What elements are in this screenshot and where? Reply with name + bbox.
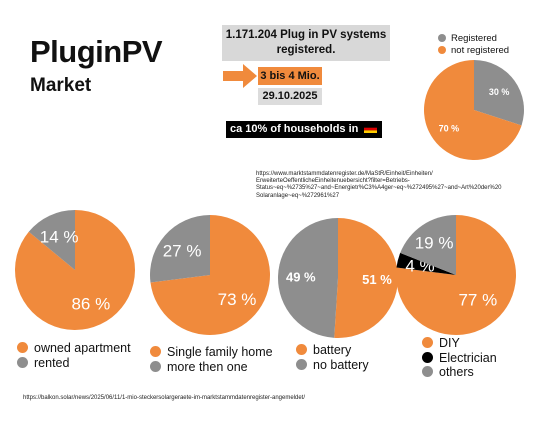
legend-label: battery bbox=[313, 343, 352, 357]
pie-slice bbox=[400, 215, 456, 275]
source-url-line: Solaranlage~eq~%272961%27 bbox=[256, 192, 340, 199]
estimate-box: 3 bis 4 Mio. bbox=[258, 67, 322, 85]
date-box: 29.10.2025 bbox=[258, 88, 322, 105]
pie-slice bbox=[396, 252, 456, 275]
legend-item-others: others bbox=[422, 365, 497, 380]
home-type-legend: Single family home more then one bbox=[150, 345, 273, 374]
source-url-line: ErweiterteOeffentlicheEinheitenuebersich… bbox=[256, 178, 410, 185]
installation-legend: DIY Electrician others bbox=[422, 336, 497, 380]
legend-label: no battery bbox=[313, 357, 369, 372]
pie-slice-label: 73 % bbox=[218, 290, 257, 309]
registration-legend: Registered not registered bbox=[438, 33, 509, 57]
pie-slice-label: 19 % bbox=[415, 234, 454, 253]
legend-item-rented: rented bbox=[17, 356, 131, 371]
source-url-balkon: https://balkon.solar/news/2025/06/11/1-m… bbox=[23, 395, 306, 401]
legend-label: Single family home bbox=[167, 345, 273, 359]
households-box: ca 10% of households in bbox=[226, 121, 382, 138]
legend-dot bbox=[296, 358, 307, 370]
legend-item-electrician: Electrician bbox=[422, 351, 497, 366]
registered-count-line2: registered. bbox=[276, 44, 336, 56]
legend-label: not registered bbox=[451, 45, 510, 56]
households-text: ca 10% of households in bbox=[230, 123, 359, 135]
legend-dot bbox=[438, 46, 446, 54]
legend-dot bbox=[422, 351, 433, 363]
legend-label: others bbox=[439, 365, 474, 379]
legend-label: DIY bbox=[439, 336, 460, 350]
pie-slice-label: 51 % bbox=[362, 272, 392, 287]
source-url-line: Status~eq~%2735%27~and~Energietr%C3%A4ge… bbox=[256, 185, 502, 192]
legend-item-battery: battery bbox=[296, 343, 369, 358]
pie-slice bbox=[423, 60, 522, 160]
legend-dot bbox=[17, 356, 28, 368]
legend-label: owned apartment bbox=[34, 341, 131, 355]
source-url-line: https://www.marktstammdatenregister.de/M… bbox=[256, 171, 433, 177]
legend-dot bbox=[422, 366, 433, 377]
legend-item-no-battery: no battery bbox=[296, 358, 369, 373]
pie-slice bbox=[150, 215, 210, 283]
pie-slice bbox=[334, 218, 399, 338]
pie-slice-label: 49 % bbox=[286, 269, 316, 284]
arrow-right-icon bbox=[223, 64, 257, 88]
legend-dot bbox=[17, 342, 28, 353]
pie-slice bbox=[278, 218, 338, 338]
legend-label: more then one bbox=[167, 359, 248, 374]
pie-slice-label: 77 % bbox=[458, 291, 497, 310]
registered-count-line1: 1.171.204 Plug in PV systems bbox=[225, 29, 387, 41]
legend-item-diy: DIY bbox=[422, 336, 497, 351]
legend-item-single-family-home: Single family home bbox=[150, 345, 273, 360]
legend-dot bbox=[150, 346, 161, 357]
legend-item-registered: Registered bbox=[438, 33, 509, 45]
page-subtitle: Market bbox=[30, 75, 92, 96]
pie-slice-label: 86 % bbox=[71, 295, 110, 314]
pie-slice-label: 27 % bbox=[163, 241, 202, 260]
pie-slice bbox=[150, 215, 270, 335]
pie-slice bbox=[28, 210, 76, 270]
legend-dot bbox=[438, 34, 446, 42]
legend-label: rented bbox=[34, 355, 70, 370]
pie-slice bbox=[474, 60, 524, 126]
pie-slice-label: 14 % bbox=[40, 227, 79, 246]
german-flag-icon bbox=[364, 125, 378, 133]
housing-legend: owned apartment rented bbox=[17, 341, 131, 370]
legend-item-not-registered: not registered bbox=[438, 45, 509, 57]
registered-count-box: 1.171.204 Plug in PV systems registered. bbox=[222, 25, 390, 61]
source-url-mastr: https://www.marktstammdatenregister.de/M… bbox=[256, 171, 536, 200]
pie-slice-label: 70 % bbox=[439, 123, 460, 133]
legend-label: Registered bbox=[451, 33, 497, 44]
battery-legend: battery no battery bbox=[296, 343, 369, 372]
legend-dot bbox=[422, 337, 433, 348]
legend-dot bbox=[296, 344, 307, 355]
legend-item-owned-apartment: owned apartment bbox=[17, 341, 131, 356]
legend-label: Electrician bbox=[439, 350, 497, 365]
legend-item-more-then-one: more then one bbox=[150, 360, 273, 375]
legend-dot bbox=[150, 360, 161, 372]
pie-slice-label: 30 % bbox=[489, 87, 510, 97]
page-title: PluginPV bbox=[30, 34, 163, 69]
